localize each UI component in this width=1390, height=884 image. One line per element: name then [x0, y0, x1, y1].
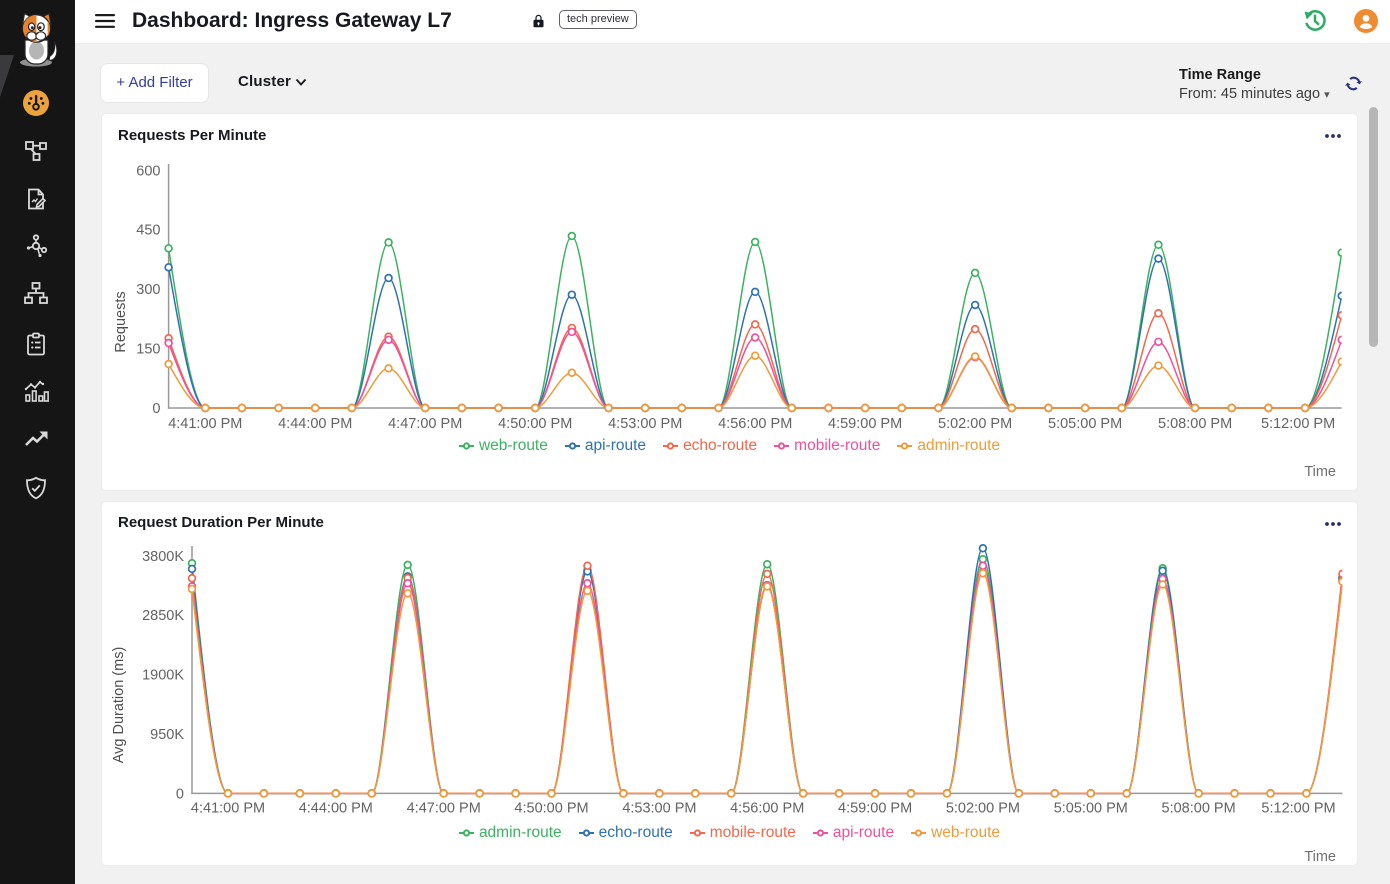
svg-text:4:47:00 PM: 4:47:00 PM [407, 800, 481, 816]
svg-text:2850K: 2850K [142, 608, 184, 624]
svg-text:5:08:00 PM: 5:08:00 PM [1162, 800, 1236, 816]
svg-text:5:12:00 PM: 5:12:00 PM [1261, 416, 1335, 432]
svg-text:4:53:00 PM: 4:53:00 PM [622, 800, 696, 816]
svg-text:4:47:00 PM: 4:47:00 PM [388, 416, 462, 432]
svg-text:300: 300 [136, 282, 160, 298]
svg-text:4:41:00 PM: 4:41:00 PM [168, 416, 242, 432]
svg-text:3800K: 3800K [142, 549, 184, 565]
svg-text:Avg Duration (ms): Avg Duration (ms) [111, 647, 127, 764]
svg-text:5:02:00 PM: 5:02:00 PM [946, 800, 1020, 816]
svg-text:150: 150 [136, 341, 160, 357]
svg-text:4:44:00 PM: 4:44:00 PM [278, 416, 352, 432]
svg-text:4:41:00 PM: 4:41:00 PM [191, 800, 265, 816]
svg-text:4:59:00 PM: 4:59:00 PM [838, 800, 912, 816]
svg-text:5:05:00 PM: 5:05:00 PM [1048, 416, 1122, 432]
svg-text:4:53:00 PM: 4:53:00 PM [608, 416, 682, 432]
svg-text:Requests: Requests [113, 291, 129, 352]
svg-text:600: 600 [136, 163, 160, 179]
svg-text:450: 450 [136, 222, 160, 238]
svg-text:0: 0 [176, 786, 184, 802]
svg-text:5:08:00 PM: 5:08:00 PM [1158, 416, 1232, 432]
svg-text:4:56:00 PM: 4:56:00 PM [718, 416, 792, 432]
svg-text:0: 0 [152, 401, 160, 417]
svg-text:5:12:00 PM: 5:12:00 PM [1261, 800, 1335, 816]
svg-text:5:02:00 PM: 5:02:00 PM [938, 416, 1012, 432]
svg-text:5:05:00 PM: 5:05:00 PM [1054, 800, 1128, 816]
svg-text:4:59:00 PM: 4:59:00 PM [828, 416, 902, 432]
svg-text:4:50:00 PM: 4:50:00 PM [498, 416, 572, 432]
svg-text:4:44:00 PM: 4:44:00 PM [299, 800, 373, 816]
svg-text:4:50:00 PM: 4:50:00 PM [514, 800, 588, 816]
svg-text:4:56:00 PM: 4:56:00 PM [730, 800, 804, 816]
svg-text:1900K: 1900K [142, 668, 184, 684]
svg-text:950K: 950K [150, 727, 184, 743]
